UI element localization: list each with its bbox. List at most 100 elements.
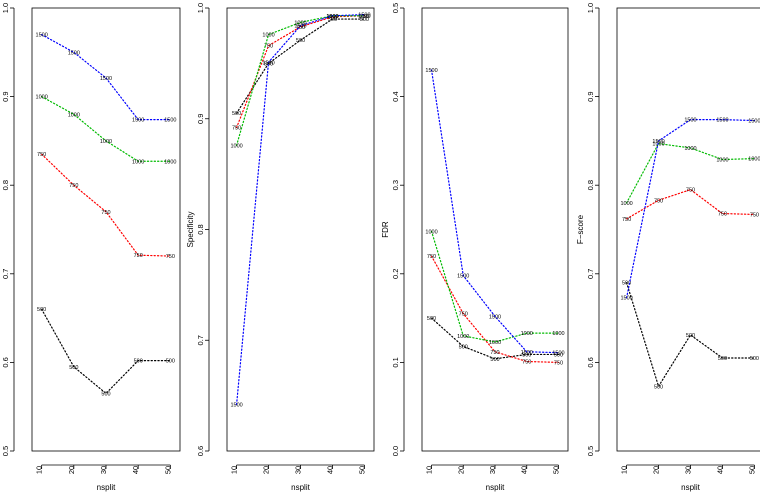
panel-1-series-750-point-label: 750 bbox=[69, 183, 78, 189]
panel-3-x-tick-label: 50 bbox=[551, 466, 560, 474]
panel-1-series-750-point-label: 750 bbox=[134, 253, 143, 259]
panel-2-series-1500-point-label: 1500 bbox=[358, 13, 370, 19]
panel-3-x-tick-label: 40 bbox=[520, 466, 529, 474]
panel-3-series-750-point-label: 750 bbox=[554, 360, 563, 366]
panel-4-series-500-point-label: 500 bbox=[750, 356, 759, 362]
panel-2-x-tick-label: 20 bbox=[262, 466, 271, 474]
panel-3-series-750-point-label: 750 bbox=[522, 360, 531, 366]
panel-4-series-750-line bbox=[625, 188, 756, 220]
panel-2-series-750-line bbox=[235, 15, 366, 129]
panel-3-y-tick-label: 0.1 bbox=[391, 357, 400, 367]
panel-3-series-750-point-label: 750 bbox=[427, 254, 436, 260]
panel-4-frame bbox=[616, 7, 760, 452]
panel-2-frame bbox=[226, 7, 375, 452]
panel-1-series-750-point-label: 750 bbox=[37, 152, 46, 158]
panel-2-y-tick-label: 0.6 bbox=[196, 446, 205, 456]
panel-3-series-1500-line bbox=[430, 69, 560, 354]
panel-4-series-500-point-label: 500 bbox=[622, 281, 631, 287]
panel-3-series-500-point-label: 500 bbox=[427, 316, 436, 322]
panel-3-x-tick-label: 20 bbox=[456, 466, 465, 474]
panel-3-series-500-point-label: 500 bbox=[490, 357, 499, 363]
panel-2-series-1000-point-label: 1000 bbox=[262, 33, 274, 39]
panel-1-series-1000-point-label: 1000 bbox=[100, 139, 112, 145]
panel-3-series-500-point-label: 500 bbox=[459, 344, 468, 350]
panel-4-x-tick-label: 10 bbox=[620, 466, 629, 474]
panel-1-series-750-line bbox=[41, 153, 171, 257]
panel-3-series-1500-point-label: 1500 bbox=[552, 351, 564, 357]
panel-4-x-axis-title: nsplit bbox=[681, 483, 700, 492]
panel-3-series-1000-point-label: 1000 bbox=[552, 331, 564, 337]
panel-4-x-tick-label: 50 bbox=[747, 466, 756, 474]
panel-3-series-750-point-label: 750 bbox=[490, 350, 499, 356]
panel-2-series-1000-point-label: 1000 bbox=[326, 14, 338, 20]
panel-1-series-500-point-label: 500 bbox=[101, 391, 110, 397]
panel-1-y-tick-label: 0.9 bbox=[1, 91, 10, 101]
panel-3-series-500-point-label: 500 bbox=[554, 352, 563, 358]
panel-1-frame bbox=[31, 7, 181, 452]
panel-2-series-750-point-label: 750 bbox=[264, 44, 273, 50]
panel-4-series-750-point-label: 750 bbox=[654, 198, 663, 204]
panel-1-y-tick-label: 0.5 bbox=[1, 446, 10, 456]
panel-2-y-tick-label: 1.0 bbox=[196, 3, 205, 13]
panel-3-x-tick-label: 10 bbox=[425, 466, 434, 474]
panel-4-x-tick-label: 30 bbox=[684, 466, 693, 474]
panel-3-series-500-point-label: 500 bbox=[522, 352, 531, 358]
panel-4-series-750-point-label: 750 bbox=[750, 212, 759, 218]
panel-2-x-tick-label: 30 bbox=[294, 466, 303, 474]
panel-1-x-tick-label: 20 bbox=[67, 466, 76, 474]
panel-2-series-750-point-label: 750 bbox=[328, 15, 337, 21]
panel-2-series-500-point-label: 500 bbox=[296, 38, 305, 44]
panel-1-y-tick-label: 0.7 bbox=[1, 269, 10, 279]
panel-2-y-tick-label: 0.8 bbox=[196, 224, 205, 234]
panel-4-x-tick-label: 40 bbox=[715, 466, 724, 474]
panel-4-y-tick-label: 0.9 bbox=[586, 91, 595, 101]
panel-1-series-1500-point-label: 1500 bbox=[132, 118, 144, 124]
panel-2-series-500-point-label: 500 bbox=[360, 17, 369, 23]
panel-3-series-750-line bbox=[430, 255, 560, 363]
panel-1-y-tick-label: 1.0 bbox=[1, 3, 10, 13]
panel-4-series-1000-point-label: 1000 bbox=[620, 201, 632, 207]
panel-2-series-500-point-label: 500 bbox=[328, 17, 337, 23]
panel-3-x-axis-title: nsplit bbox=[486, 483, 505, 492]
panel-1-series-1500-line bbox=[41, 33, 171, 121]
panel-3-series-1000-point-label: 1000 bbox=[457, 334, 469, 340]
panel-4-series-1500-point-label: 1500 bbox=[652, 139, 664, 145]
panel-2-x-axis-title: nsplit bbox=[291, 483, 310, 492]
panel-4-series-750-point-label: 750 bbox=[686, 188, 695, 194]
panel-3-series-500-line bbox=[430, 317, 560, 360]
panel-1-series-500-point-label: 500 bbox=[69, 365, 78, 371]
panel-2-series-750-point-label: 750 bbox=[296, 25, 305, 31]
panel-4-y-tick-label: 0.7 bbox=[586, 269, 595, 279]
panel-2-series-1500-point-label: 1500 bbox=[294, 24, 306, 30]
panel-1-series-1000-point-label: 1000 bbox=[164, 159, 176, 165]
panel-3-y-tick-label: 0.4 bbox=[391, 91, 400, 101]
panel-1-series-1000-point-label: 1000 bbox=[36, 95, 48, 101]
panel-3-y-tick-label: 0.0 bbox=[391, 446, 400, 456]
panel-4-series-500-point-label: 500 bbox=[718, 356, 727, 362]
panel-3-y-tick-label: 0.2 bbox=[391, 269, 400, 279]
panel-4-y-tick-label: 1.0 bbox=[586, 3, 595, 13]
panel-1-series-1500-point-label: 1500 bbox=[164, 118, 176, 124]
panel-3-frame bbox=[421, 7, 569, 452]
panel-4-series-1000-point-label: 1000 bbox=[652, 142, 664, 148]
panel-4-series-750-point-label: 750 bbox=[622, 217, 631, 223]
panel-2-series-1000-point-label: 1000 bbox=[230, 143, 242, 149]
panel-2-series-500-point-label: 500 bbox=[232, 111, 241, 117]
panel-1-series-500-line bbox=[41, 308, 171, 395]
panel-3-series-1000-line bbox=[430, 230, 560, 343]
panel-4-y-tick-label: 0.6 bbox=[586, 357, 595, 367]
panel-3-series-1500-point-label: 1500 bbox=[425, 68, 437, 74]
panel-3-series-1000-point-label: 1000 bbox=[489, 340, 501, 346]
panel-1-series-750-point-label: 750 bbox=[166, 254, 175, 260]
panel-2-series-1500-point-label: 1500 bbox=[230, 402, 242, 408]
panel-4-y-tick-label: 0.8 bbox=[586, 180, 595, 190]
panel-2-series-1500-point-label: 1500 bbox=[262, 60, 274, 66]
panel-4-series-500-line bbox=[625, 282, 756, 388]
panel-3-series-1500-point-label: 1500 bbox=[521, 350, 533, 356]
panel-1-series-750-point-label: 750 bbox=[101, 210, 110, 216]
panel-2-series-1500-line bbox=[235, 14, 366, 406]
panel-3-x-tick-label: 30 bbox=[488, 466, 497, 474]
panel-1-y-tick-label: 0.6 bbox=[1, 357, 10, 367]
panel-2-series-1000-point-label: 1000 bbox=[358, 14, 370, 20]
